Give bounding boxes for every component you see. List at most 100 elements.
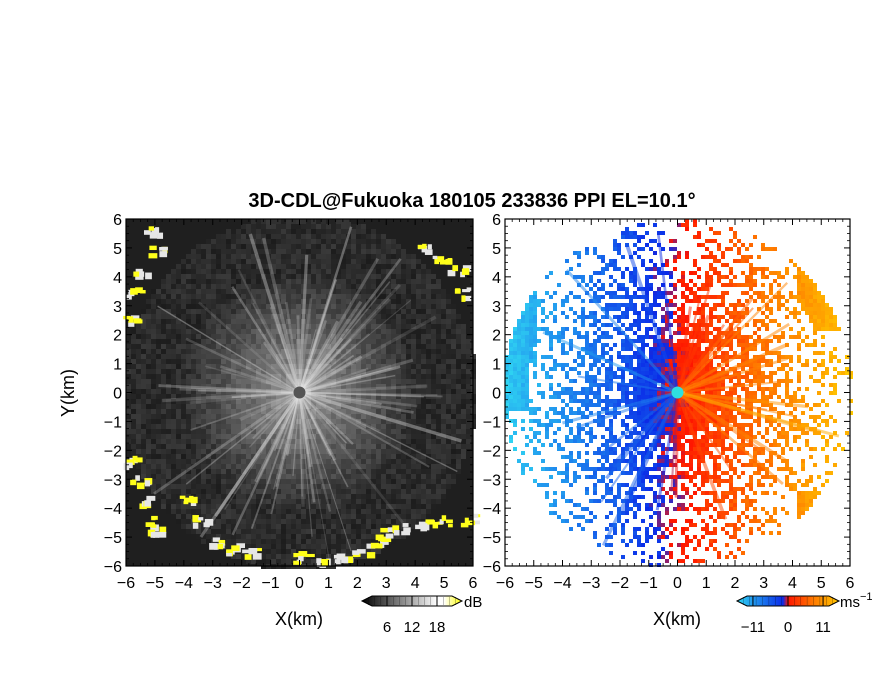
reflectivity-cell bbox=[256, 504, 261, 509]
reflectivity-cell bbox=[341, 504, 346, 509]
reflectivity-cell bbox=[361, 554, 366, 559]
reflectivity-cell bbox=[271, 459, 276, 464]
reflectivity-cell bbox=[161, 299, 166, 304]
velocity-cell bbox=[597, 295, 601, 299]
reflectivity-cell bbox=[341, 409, 346, 414]
reflectivity-cell bbox=[426, 289, 431, 294]
reflectivity-cell bbox=[436, 424, 441, 429]
reflectivity-echo bbox=[248, 548, 258, 555]
reflectivity-cell bbox=[301, 269, 306, 274]
velocity-cell bbox=[705, 279, 709, 283]
reflectivity-cell bbox=[391, 434, 396, 439]
reflectivity-cell bbox=[306, 539, 311, 544]
reflectivity-cell bbox=[251, 544, 256, 549]
reflectivity-cell bbox=[126, 389, 131, 394]
reflectivity-cell bbox=[181, 364, 186, 369]
reflectivity-cell bbox=[281, 444, 286, 449]
reflectivity-cell bbox=[451, 444, 456, 449]
reflectivity-ray bbox=[299, 299, 412, 393]
reflectivity-cell bbox=[311, 254, 316, 259]
reflectivity-cell bbox=[271, 454, 276, 459]
reflectivity-echo bbox=[256, 548, 262, 552]
reflectivity-cell bbox=[236, 389, 241, 394]
reflectivity-cell bbox=[231, 469, 236, 474]
reflectivity-cell bbox=[276, 349, 281, 354]
reflectivity-cell bbox=[256, 364, 261, 369]
reflectivity-cell bbox=[296, 284, 301, 289]
reflectivity-cell bbox=[196, 369, 201, 374]
reflectivity-cell bbox=[221, 319, 226, 324]
reflectivity-cell bbox=[361, 419, 366, 424]
reflectivity-cell bbox=[141, 389, 146, 394]
reflectivity-cell bbox=[181, 419, 186, 424]
reflectivity-cell bbox=[171, 384, 176, 389]
reflectivity-cell bbox=[351, 384, 356, 389]
reflectivity-cell bbox=[286, 229, 291, 234]
velocity-cell bbox=[613, 259, 617, 263]
reflectivity-cell bbox=[411, 264, 416, 269]
reflectivity-cell bbox=[151, 454, 156, 459]
reflectivity-cell bbox=[241, 399, 246, 404]
reflectivity-cell bbox=[376, 234, 381, 239]
reflectivity-cell bbox=[416, 324, 421, 329]
reflectivity-cell bbox=[316, 464, 321, 469]
reflectivity-echo bbox=[421, 245, 428, 253]
reflectivity-ray bbox=[298, 298, 313, 393]
reflectivity-cell bbox=[271, 349, 276, 354]
reflectivity-cell bbox=[411, 489, 416, 494]
reflectivity-cell bbox=[441, 389, 446, 394]
reflectivity-cell bbox=[226, 364, 231, 369]
reflectivity-cell bbox=[256, 324, 261, 329]
reflectivity-cell bbox=[331, 374, 336, 379]
reflectivity-cell bbox=[266, 534, 271, 539]
reflectivity-cell bbox=[226, 489, 231, 494]
reflectivity-cell bbox=[301, 489, 306, 494]
reflectivity-ray bbox=[198, 389, 300, 394]
reflectivity-cell bbox=[146, 424, 151, 429]
reflectivity-cell bbox=[421, 484, 426, 489]
reflectivity-cell bbox=[176, 359, 181, 364]
reflectivity-cell bbox=[271, 264, 276, 269]
reflectivity-cell bbox=[281, 469, 286, 474]
reflectivity-cell bbox=[296, 379, 301, 384]
reflectivity-cell bbox=[341, 539, 346, 544]
reflectivity-cell bbox=[426, 414, 431, 419]
reflectivity-cell bbox=[271, 534, 276, 539]
reflectivity-cell bbox=[371, 454, 376, 459]
reflectivity-cell bbox=[356, 344, 361, 349]
reflectivity-cell bbox=[416, 349, 421, 354]
velocity-cell bbox=[773, 295, 777, 299]
reflectivity-cell bbox=[346, 544, 351, 549]
reflectivity-cell bbox=[441, 424, 446, 429]
reflectivity-cell bbox=[251, 324, 256, 329]
reflectivity-cell bbox=[311, 454, 316, 459]
reflectivity-cell bbox=[251, 459, 256, 464]
reflectivity-cell bbox=[326, 459, 331, 464]
reflectivity-cell bbox=[246, 454, 251, 459]
reflectivity-cell bbox=[131, 349, 136, 354]
reflectivity-echo bbox=[370, 542, 379, 549]
reflectivity-cell bbox=[461, 424, 466, 429]
reflectivity-cell bbox=[196, 439, 201, 444]
reflectivity-cell bbox=[336, 369, 341, 374]
reflectivity-cell bbox=[181, 424, 186, 429]
reflectivity-cell bbox=[151, 354, 156, 359]
reflectivity-cell bbox=[381, 439, 386, 444]
reflectivity-cell bbox=[376, 479, 381, 484]
velocity-cell bbox=[745, 275, 749, 279]
reflectivity-cell bbox=[251, 344, 256, 349]
reflectivity-cell bbox=[341, 364, 346, 369]
reflectivity-cell bbox=[166, 464, 171, 469]
reflectivity-cell bbox=[356, 379, 361, 384]
reflectivity-ray bbox=[298, 392, 316, 503]
reflectivity-cell bbox=[146, 444, 151, 449]
velocity-cell bbox=[745, 279, 749, 283]
reflectivity-cell bbox=[386, 504, 391, 509]
reflectivity-cell bbox=[431, 459, 436, 464]
reflectivity-cell bbox=[306, 249, 311, 254]
reflectivity-cell bbox=[451, 424, 456, 429]
reflectivity-cell bbox=[421, 424, 426, 429]
velocity-cell bbox=[593, 271, 597, 275]
reflectivity-cell bbox=[461, 369, 466, 374]
reflectivity-cell bbox=[456, 459, 461, 464]
